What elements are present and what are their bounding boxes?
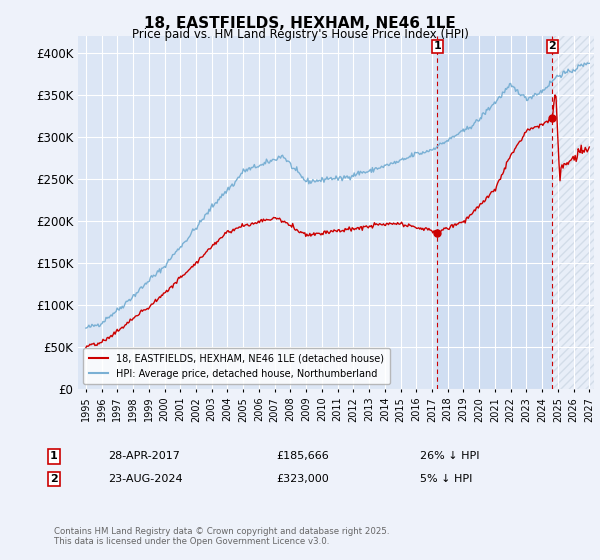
Text: 2: 2 [548,41,556,52]
Legend: 18, EASTFIELDS, HEXHAM, NE46 1LE (detached house), HPI: Average price, detached : 18, EASTFIELDS, HEXHAM, NE46 1LE (detach… [83,348,390,384]
Text: 5% ↓ HPI: 5% ↓ HPI [420,474,472,484]
Text: £185,666: £185,666 [276,451,329,461]
Text: Contains HM Land Registry data © Crown copyright and database right 2025.
This d: Contains HM Land Registry data © Crown c… [54,526,389,546]
Text: 28-APR-2017: 28-APR-2017 [108,451,180,461]
Text: 26% ↓ HPI: 26% ↓ HPI [420,451,479,461]
Text: 2: 2 [50,474,58,484]
Text: 1: 1 [50,451,58,461]
Text: Price paid vs. HM Land Registry's House Price Index (HPI): Price paid vs. HM Land Registry's House … [131,28,469,41]
Text: 23-AUG-2024: 23-AUG-2024 [108,474,182,484]
Text: 1: 1 [433,41,441,52]
Bar [553,36,600,389]
Text: £323,000: £323,000 [276,474,329,484]
Bar [437,36,553,389]
Text: 18, EASTFIELDS, HEXHAM, NE46 1LE: 18, EASTFIELDS, HEXHAM, NE46 1LE [144,16,456,31]
